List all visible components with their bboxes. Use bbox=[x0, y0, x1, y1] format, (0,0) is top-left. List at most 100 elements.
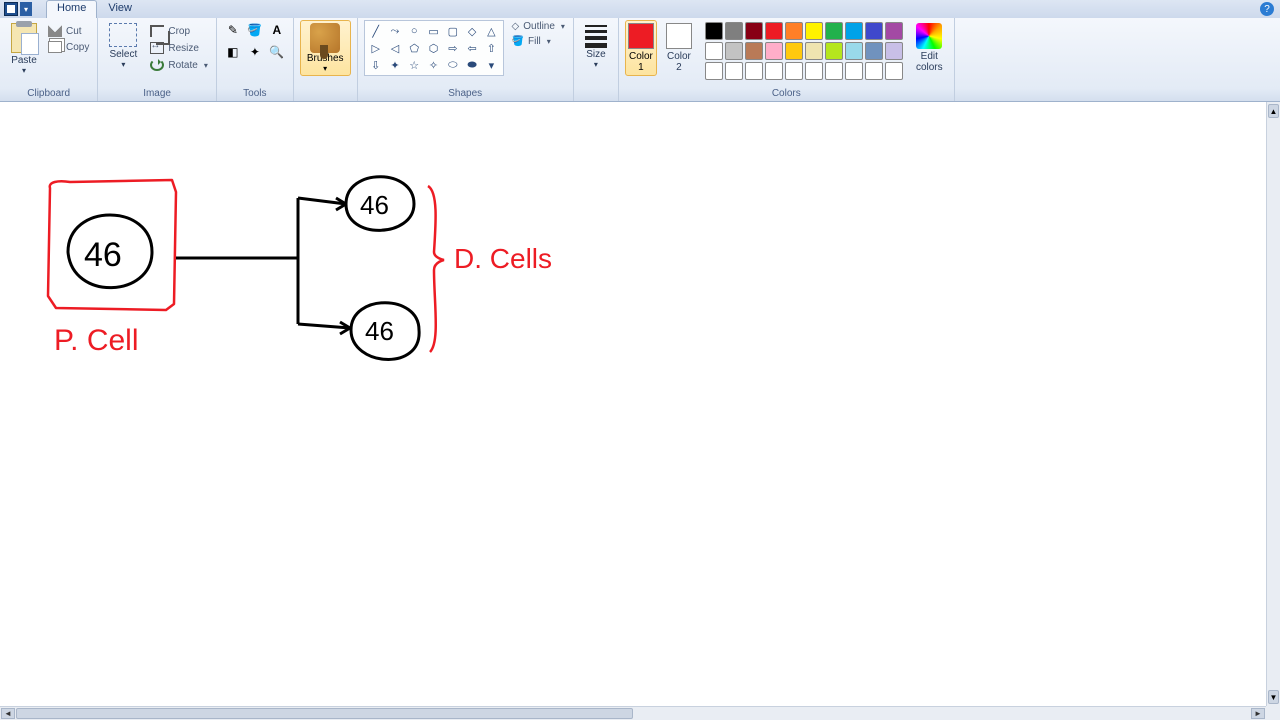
color-swatch[interactable] bbox=[825, 22, 843, 40]
color-swatch[interactable] bbox=[805, 22, 823, 40]
brushes-button[interactable]: Brushes ▾ bbox=[300, 20, 351, 76]
tool-pencil[interactable]: ✎ bbox=[223, 20, 243, 40]
tool-magnifier[interactable]: 🔍 bbox=[267, 42, 287, 62]
color-swatch[interactable] bbox=[825, 62, 843, 80]
color-swatch[interactable] bbox=[805, 62, 823, 80]
cut-button[interactable]: Cut bbox=[46, 24, 91, 38]
color-swatch[interactable] bbox=[705, 22, 723, 40]
horizontal-scrollbar[interactable]: ◄ ► bbox=[0, 706, 1266, 720]
qat-dropdown[interactable]: ▾ bbox=[20, 2, 32, 16]
group-image: Select ▾ Crop Resize Rotate Image bbox=[98, 18, 216, 101]
group-brushes: Brushes ▾ bbox=[294, 18, 358, 101]
scroll-up-button[interactable]: ▲ bbox=[1268, 104, 1279, 118]
quick-access-toolbar: ▾ bbox=[0, 0, 1280, 18]
paste-icon bbox=[11, 23, 37, 53]
group-label-image: Image bbox=[104, 88, 209, 101]
rotate-icon bbox=[150, 59, 164, 71]
group-shapes: ╱⤳○▭▢◇△ ▷◁⬠⬡⇨⇦⇧ ⇩✦☆✧⬭⬬▾ ◇Outline 🪣Fill S… bbox=[358, 18, 574, 101]
color-swatch[interactable] bbox=[725, 22, 743, 40]
group-clipboard: Paste ▾ Cut Copy Clipboard bbox=[0, 18, 98, 101]
color-swatch[interactable] bbox=[865, 22, 883, 40]
tool-eraser[interactable]: ◧ bbox=[223, 42, 243, 62]
color-swatch[interactable] bbox=[745, 22, 763, 40]
group-label-shapes: Shapes bbox=[364, 88, 567, 101]
group-label-colors: Colors bbox=[625, 88, 948, 101]
color-palette bbox=[705, 22, 903, 80]
color-swatch[interactable] bbox=[745, 42, 763, 60]
color-swatch[interactable] bbox=[825, 42, 843, 60]
select-icon bbox=[109, 23, 137, 47]
size-button[interactable]: Size ▾ bbox=[580, 20, 612, 72]
color-swatch[interactable] bbox=[725, 62, 743, 80]
help-icon[interactable]: ? bbox=[1260, 2, 1274, 16]
edit-colors-icon bbox=[916, 23, 942, 49]
color-swatch[interactable] bbox=[805, 42, 823, 60]
shapes-gallery[interactable]: ╱⤳○▭▢◇△ ▷◁⬠⬡⇨⇦⇧ ⇩✦☆✧⬭⬬▾ bbox=[364, 20, 504, 76]
group-label-tools: Tools bbox=[223, 88, 287, 101]
vertical-scrollbar[interactable]: ▲ ▼ bbox=[1266, 102, 1280, 706]
color-swatch[interactable] bbox=[785, 22, 803, 40]
cut-icon bbox=[48, 25, 62, 37]
fill-button[interactable]: 🪣Fill bbox=[510, 35, 567, 48]
color1-button[interactable]: Color 1 bbox=[625, 20, 657, 76]
color-swatch[interactable] bbox=[705, 62, 723, 80]
fill-icon: 🪣 bbox=[512, 36, 524, 47]
tool-picker[interactable]: ✦ bbox=[245, 42, 265, 62]
svg-text:P. Cell: P. Cell bbox=[54, 324, 139, 357]
copy-button[interactable]: Copy bbox=[46, 40, 91, 54]
color-swatch[interactable] bbox=[845, 42, 863, 60]
color-swatch[interactable] bbox=[725, 42, 743, 60]
svg-text:46: 46 bbox=[365, 316, 394, 346]
scroll-left-button[interactable]: ◄ bbox=[1, 708, 15, 719]
scroll-right-button[interactable]: ► bbox=[1251, 708, 1265, 719]
svg-text:46: 46 bbox=[84, 236, 122, 274]
color-swatch[interactable] bbox=[845, 62, 863, 80]
tab-home[interactable]: Home bbox=[46, 0, 97, 18]
color1-swatch bbox=[628, 23, 654, 49]
outline-button[interactable]: ◇Outline bbox=[510, 20, 567, 33]
rotate-button[interactable]: Rotate bbox=[148, 58, 209, 72]
svg-text:46: 46 bbox=[360, 190, 389, 220]
color-swatch[interactable] bbox=[745, 62, 763, 80]
canvas-area[interactable]: 46 P. Cell 46 46 D. Cells bbox=[0, 102, 1280, 706]
color-swatch[interactable] bbox=[885, 42, 903, 60]
group-label-brushes bbox=[300, 88, 351, 101]
color-swatch[interactable] bbox=[845, 22, 863, 40]
color-swatch[interactable] bbox=[785, 62, 803, 80]
hscroll-thumb[interactable] bbox=[16, 708, 633, 719]
group-label-size bbox=[580, 88, 612, 101]
app-icon[interactable] bbox=[4, 2, 18, 16]
tool-text[interactable]: A bbox=[267, 20, 287, 40]
color-swatch[interactable] bbox=[865, 62, 883, 80]
color-swatch[interactable] bbox=[885, 22, 903, 40]
color2-button[interactable]: Color 2 bbox=[661, 20, 697, 76]
color-swatch[interactable] bbox=[765, 22, 783, 40]
color-swatch[interactable] bbox=[865, 42, 883, 60]
edit-colors-button[interactable]: Edit colors bbox=[911, 20, 948, 76]
tool-fill[interactable]: 🪣 bbox=[245, 20, 265, 40]
color2-swatch bbox=[666, 23, 692, 49]
paste-button[interactable]: Paste ▾ bbox=[6, 20, 42, 78]
outline-icon: ◇ bbox=[512, 21, 520, 32]
scroll-down-button[interactable]: ▼ bbox=[1268, 690, 1279, 704]
resize-icon bbox=[150, 42, 164, 54]
tab-view[interactable]: View bbox=[97, 0, 143, 18]
scroll-corner bbox=[1266, 706, 1280, 720]
copy-icon bbox=[48, 41, 62, 53]
select-button[interactable]: Select ▾ bbox=[104, 20, 142, 72]
crop-button[interactable]: Crop bbox=[148, 24, 209, 38]
svg-text:D. Cells: D. Cells bbox=[454, 243, 552, 274]
color-swatch[interactable] bbox=[885, 62, 903, 80]
color-swatch[interactable] bbox=[765, 42, 783, 60]
group-label-clipboard: Clipboard bbox=[6, 88, 91, 101]
color-swatch[interactable] bbox=[705, 42, 723, 60]
resize-button[interactable]: Resize bbox=[148, 41, 209, 55]
crop-icon bbox=[150, 25, 164, 37]
color-swatch[interactable] bbox=[785, 42, 803, 60]
ribbon-tabs: Home View bbox=[46, 0, 143, 18]
group-colors: Color 1 Color 2 Edit colors Colors bbox=[619, 18, 955, 101]
ribbon: Paste ▾ Cut Copy Clipboard Select ▾ Crop… bbox=[0, 18, 1280, 102]
color-swatch[interactable] bbox=[765, 62, 783, 80]
brush-icon bbox=[310, 23, 340, 53]
paste-label: Paste bbox=[11, 55, 37, 66]
